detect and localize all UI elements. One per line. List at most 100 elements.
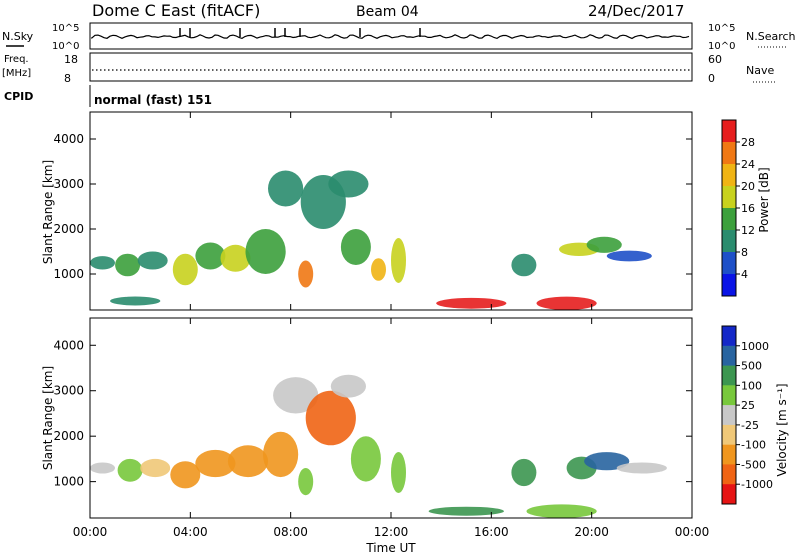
- velocity-panel: 1000 2000 3000 4000 00:00 04:00 08:00 12:00 16:0…: [53, 317, 710, 539]
- freq-label: Freq.: [4, 54, 29, 65]
- colorbar-tick-label: -500: [741, 458, 766, 471]
- colorbar-tick-label: 1000: [741, 340, 769, 353]
- data-cell: [273, 377, 319, 414]
- data-cell: [298, 260, 314, 288]
- colorbar-tick-label: 500: [741, 360, 762, 373]
- date-title: 24/Dec/2017: [588, 2, 684, 20]
- y-tick-label: 4000: [53, 132, 84, 146]
- data-cell: [328, 170, 369, 198]
- x-tick-label: 08:00: [273, 525, 308, 539]
- data-cell: [511, 458, 537, 487]
- y-tick-label: 4000: [53, 338, 84, 352]
- colorbar-swatch: [722, 464, 736, 485]
- nsky-trace-line: [91, 34, 690, 40]
- colorbar-tick-label: 20: [741, 180, 755, 193]
- x-tick-label: 00:00: [73, 525, 108, 539]
- colorbar-swatch: [722, 186, 736, 209]
- colorbar-tick-label: -1000: [741, 478, 773, 491]
- nsearch-label: N.Search: [746, 30, 796, 43]
- colorbar-swatch: [722, 252, 736, 275]
- nave-tick-bottom: 0: [708, 72, 715, 85]
- data-cell: [137, 251, 168, 270]
- y-tick-label: 1000: [53, 267, 84, 281]
- colorbar-swatch: [722, 142, 736, 165]
- freq-unit-label: [MHz]: [2, 68, 31, 79]
- data-cell: [298, 468, 314, 496]
- colorbar-tick-label: -25: [741, 419, 759, 432]
- data-cell: [586, 236, 622, 253]
- x-tick-label: 00:00: [675, 525, 710, 539]
- colorbar-tick-label: 28: [741, 136, 755, 149]
- nave-label: Nave: [746, 64, 774, 77]
- data-cell: [436, 297, 507, 309]
- data-cell: [584, 452, 630, 471]
- data-cell: [511, 253, 537, 277]
- colorbar-swatch: [722, 345, 736, 367]
- power-colorbar: 28 24 20 16 12 8 4: [721, 119, 755, 297]
- colorbar-tick-label: 12: [741, 224, 755, 237]
- data-cell: [110, 296, 161, 306]
- data-cell: [305, 390, 356, 446]
- data-cell: [170, 461, 201, 489]
- velocity-y-label: Slant Range [km]: [41, 366, 55, 470]
- colorbar-swatch: [722, 424, 736, 446]
- y-tick-label: 3000: [53, 177, 84, 191]
- colorbar-tick-label: 4: [741, 268, 748, 281]
- velocity-colorbar-label: Velocity [m s⁻¹]: [775, 383, 789, 476]
- colorbar-swatch: [722, 208, 736, 231]
- colorbar-swatch: [722, 484, 736, 505]
- data-cell: [350, 436, 381, 482]
- nsearch-tick-bottom: 10^0: [708, 41, 735, 52]
- x-tick-label: 04:00: [173, 525, 208, 539]
- data-cell: [330, 374, 366, 398]
- power-panel: 1000 2000 3000 4000: [53, 111, 693, 311]
- data-cell: [172, 253, 198, 286]
- cpid-value: normal (fast) 151: [94, 93, 212, 107]
- nsky-tick-bottom: 10^0: [52, 41, 79, 52]
- colorbar-tick-label: -100: [741, 439, 766, 452]
- colorbar-swatch: [722, 444, 736, 465]
- station-title: Dome C East (fitACF): [92, 1, 260, 20]
- data-cell: [90, 256, 115, 270]
- colorbar-tick-label: 16: [741, 202, 755, 215]
- x-tick-label: 20:00: [574, 525, 609, 539]
- data-cell: [526, 504, 597, 518]
- power-y-label: Slant Range [km]: [41, 160, 55, 264]
- colorbar-swatch: [722, 326, 736, 347]
- data-cell: [90, 462, 115, 474]
- colorbar-swatch: [722, 120, 736, 143]
- nsky-panel: [89, 22, 693, 50]
- data-cell: [371, 258, 386, 281]
- data-cell: [340, 229, 371, 265]
- data-cell: [195, 242, 226, 270]
- data-cell: [115, 253, 141, 277]
- nsky-label: N.Sky: [2, 30, 34, 43]
- colorbar-swatch: [722, 274, 736, 297]
- power-colorbar-label: Power [dB]: [757, 167, 771, 232]
- data-cell: [428, 506, 504, 516]
- colorbar-tick-label: 24: [741, 158, 755, 171]
- data-cell: [268, 170, 304, 207]
- colorbar-swatch: [722, 230, 736, 253]
- data-cell: [263, 431, 299, 478]
- colorbar-tick-label: 8: [741, 246, 748, 259]
- nave-tick-top: 60: [708, 53, 722, 66]
- data-cell: [536, 296, 597, 310]
- colorbar-tick-label: 100: [741, 379, 762, 392]
- y-tick-label: 2000: [53, 222, 84, 236]
- data-cell: [391, 238, 406, 283]
- data-cell: [227, 445, 269, 478]
- freq-panel: [89, 52, 693, 82]
- nsky-tick-top: 10^5: [52, 23, 79, 34]
- freq-tick-bottom: 8: [64, 72, 71, 85]
- freq-tick-top: 18: [64, 53, 78, 66]
- data-cell: [245, 229, 286, 274]
- colorbar-tick-label: 25: [741, 399, 755, 412]
- data-cell: [195, 449, 236, 478]
- y-tick-label: 1000: [53, 475, 84, 489]
- nsearch-tick-top: 10^5: [708, 23, 735, 34]
- x-axis-label: Time UT: [365, 541, 416, 554]
- y-tick-label: 3000: [53, 384, 84, 398]
- data-cell: [220, 244, 251, 272]
